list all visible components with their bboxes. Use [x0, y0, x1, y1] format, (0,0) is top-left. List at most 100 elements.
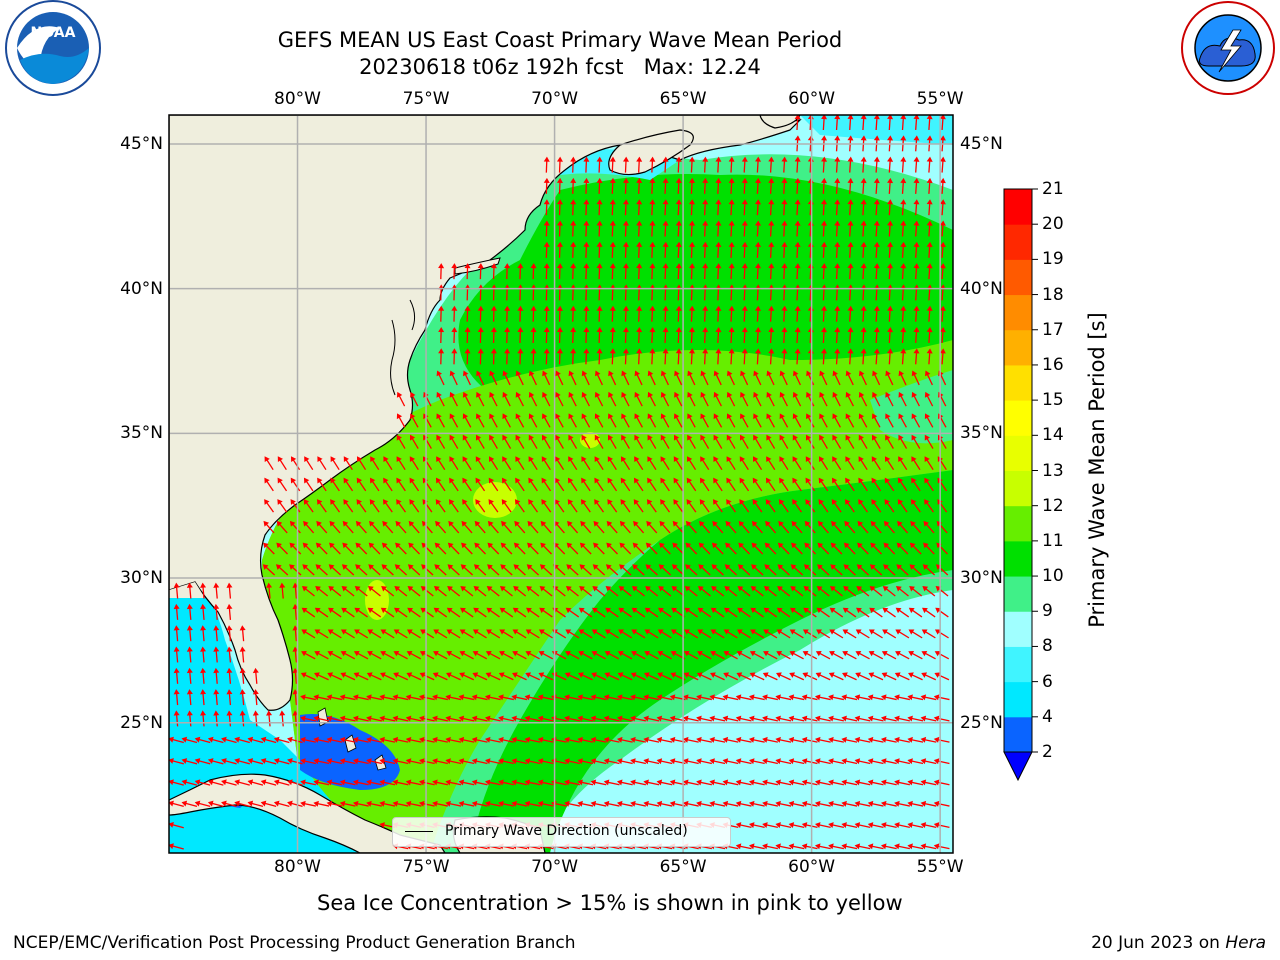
wave-arrow	[884, 499, 895, 513]
wave-arrow	[713, 456, 723, 471]
wave-arrow	[884, 477, 895, 492]
wave-arrow	[896, 564, 909, 576]
wave-arrow	[515, 434, 525, 449]
wave-arrow	[672, 542, 684, 555]
wave-arrow	[512, 650, 527, 660]
wave-arrow	[499, 607, 514, 618]
wave-arrow	[867, 758, 884, 765]
wave-arrow	[781, 305, 788, 322]
wave-arrow	[264, 499, 275, 513]
wave-arrow	[313, 715, 330, 722]
wave-arrow	[682, 736, 699, 743]
wave-arrow	[900, 263, 907, 280]
wave-arrow	[806, 391, 815, 407]
wave-arrow	[342, 520, 354, 534]
colorbar-label-11: 16	[1042, 354, 1064, 375]
wave-arrow	[895, 607, 910, 618]
wave-arrow	[517, 327, 524, 344]
wave-arrow	[788, 758, 805, 765]
wave-arrow	[542, 370, 551, 386]
wave-arrow	[501, 477, 512, 492]
wave-arrow	[873, 135, 880, 152]
wave-arrow	[920, 736, 937, 743]
wave-arrow	[556, 177, 563, 194]
wave-arrow	[577, 694, 594, 701]
wave-arrow	[834, 348, 841, 365]
wave-arrow	[537, 715, 554, 722]
wave-arrow	[860, 305, 867, 322]
wave-arrow	[842, 607, 857, 618]
wave-arrow	[815, 672, 831, 681]
wave-arrow	[736, 650, 752, 660]
colorbar-under-extension	[1003, 751, 1033, 782]
wave-arrow	[659, 542, 671, 555]
wave-arrow	[794, 348, 801, 365]
wave-arrow	[700, 391, 709, 407]
wave-arrow	[900, 199, 907, 216]
wave-arrow	[781, 177, 788, 194]
wave-arrow	[751, 542, 764, 555]
wave-arrow	[722, 715, 739, 722]
wave-arrow	[735, 715, 752, 722]
wave-arrow	[194, 779, 211, 786]
wave-arrow	[847, 199, 854, 216]
chart-title: GEFS MEAN US East Coast Primary Wave Mea…	[277, 28, 843, 52]
wave-arrow	[781, 348, 788, 365]
wave-arrow	[173, 689, 180, 706]
wave-arrow	[715, 156, 722, 173]
wave-arrow	[226, 667, 233, 684]
wave-arrow	[750, 607, 764, 618]
wave-arrow	[715, 199, 722, 216]
wave-arrow	[630, 672, 646, 681]
wave-arrow	[555, 370, 564, 386]
wave-arrow	[818, 477, 829, 492]
wave-arrow	[566, 542, 579, 555]
wave-arrow	[790, 585, 804, 597]
wave-arrow	[622, 156, 629, 173]
wave-arrow	[451, 348, 458, 365]
wave-arrow	[260, 758, 277, 765]
wave-arrow	[841, 736, 858, 743]
wave-arrow	[900, 135, 907, 152]
wave-arrow	[604, 672, 620, 681]
wave-arrow	[712, 520, 724, 534]
wave-arrow	[913, 135, 920, 152]
wave-arrow	[880, 736, 897, 743]
wave-arrow	[300, 672, 316, 681]
wave-arrow	[894, 800, 910, 807]
wave-arrow	[894, 843, 910, 850]
colorbar-swatch-12	[1004, 294, 1032, 331]
wave-arrow	[568, 370, 577, 386]
wave-arrow	[682, 694, 699, 701]
wave-arrow	[814, 736, 831, 743]
wave-arrow	[854, 715, 871, 722]
wave-arrow	[817, 542, 830, 555]
wave-arrow	[673, 477, 684, 492]
wave-arrow	[556, 327, 563, 344]
wave-arrow	[634, 456, 644, 471]
wave-arrow	[794, 241, 801, 258]
wave-arrow	[643, 694, 660, 701]
wave-arrow	[530, 327, 537, 344]
wave-arrow	[517, 305, 524, 322]
wave-arrow	[753, 370, 762, 386]
wave-arrow	[273, 800, 290, 808]
wave-arrow	[814, 715, 831, 722]
wave-arrow	[487, 520, 499, 534]
wave-arrow	[407, 564, 421, 576]
wave-arrow	[662, 177, 669, 194]
wave-arrow	[873, 115, 880, 131]
colorbar-label-5: 10	[1042, 566, 1064, 587]
lat-tick-left-2: 35°N	[120, 423, 163, 444]
lon-tick-top-4: 60°W	[788, 89, 836, 109]
wave-arrow	[580, 520, 592, 534]
wave-arrow	[753, 391, 762, 407]
wave-arrow	[702, 220, 709, 237]
wave-arrow	[289, 542, 302, 555]
wave-arrow	[451, 263, 458, 280]
wave-arrow	[819, 434, 828, 449]
wave-arrow	[894, 758, 910, 765]
wave-arrow	[788, 715, 805, 722]
wave-arrow	[763, 585, 777, 597]
wave-arrow	[739, 477, 750, 492]
